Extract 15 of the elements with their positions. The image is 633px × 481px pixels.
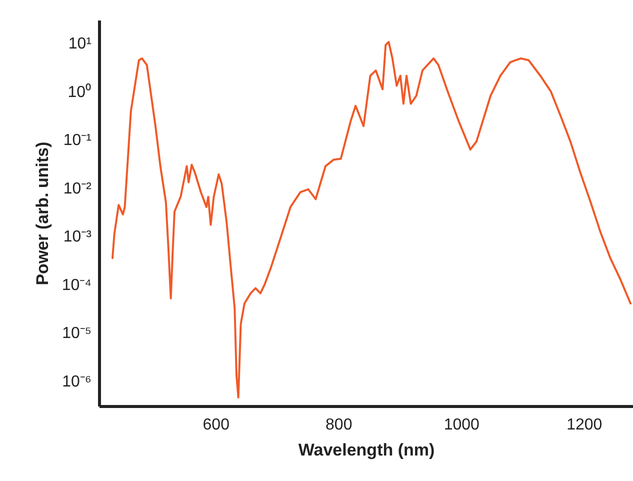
y-tick-label: 10⁻⁴ [62,276,92,294]
x-tick-label: 800 [326,416,352,434]
x-axis-title: Wavelength (nm) [298,440,435,460]
line-series [112,41,632,399]
y-tick-label: 10¹ [68,36,92,53]
y-axis-title: Power (arb. units) [32,142,52,286]
y-tick-label: 10⁰ [68,82,92,101]
y-tick-label: 10⁻³ [63,228,92,246]
y-tick-label: 10⁻⁵ [62,325,92,342]
y-tick-label: 10⁻⁶ [62,373,92,390]
y-tick-label: 10⁻² [63,180,92,198]
x-tick-label: 1200 [566,416,602,434]
x-tick-label: 600 [202,416,230,434]
y-tick-label: 10⁻¹ [63,132,92,150]
x-tick-label: 1000 [444,416,480,434]
